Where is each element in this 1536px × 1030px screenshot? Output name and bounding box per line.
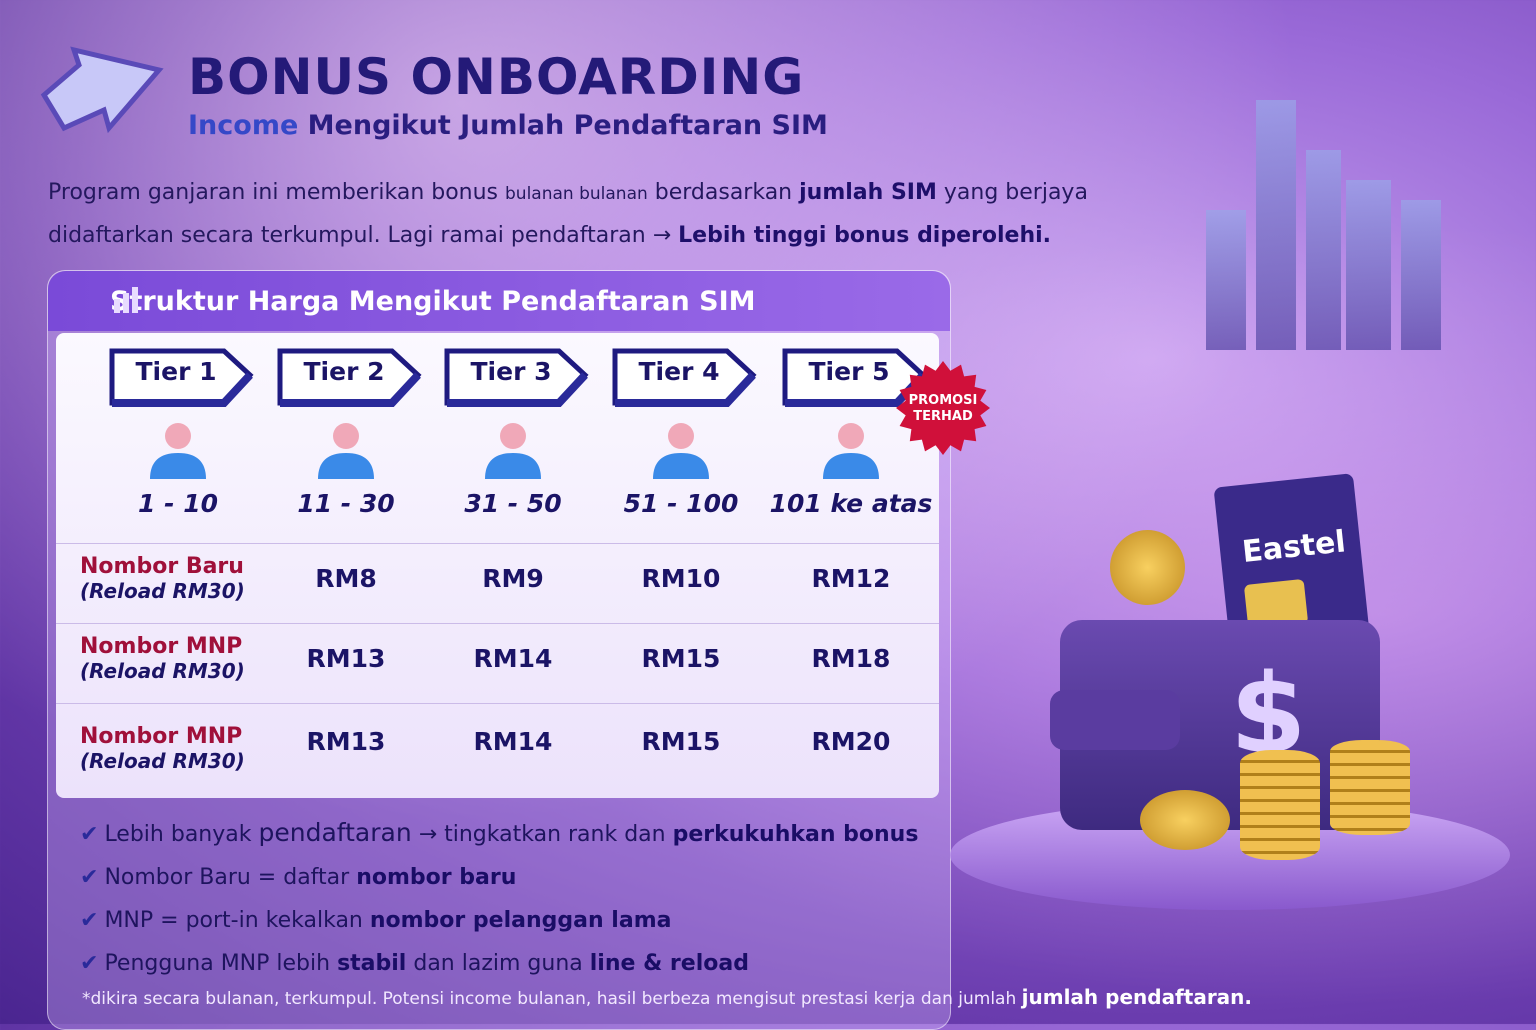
tier-range: 11 - 30	[297, 489, 395, 518]
tier-tab: Tier 4	[609, 345, 759, 409]
table-row: Nombor Baru (Reload RM30) RM8 RM9 RM10 RM12	[56, 543, 939, 623]
price-cell: RM9	[482, 564, 544, 593]
check-icon: ✔	[80, 951, 99, 976]
bar-chart-icon	[114, 287, 138, 313]
price-cell: RM10	[641, 564, 721, 593]
pricing-table: Tier 1 1 - 10 Tier 2 11 - 30 Tier 3 31 - 50 Ti…	[56, 333, 939, 798]
footnote: *dikira secara bulanan, terkumpul. Poten…	[82, 985, 1253, 1009]
panel-header: Struktur Harga Mengikut Pendaftaran SIM	[48, 271, 950, 331]
tier-range: 51 - 100	[623, 489, 739, 518]
svg-text:TERHAD: TERHAD	[913, 409, 973, 424]
person-icon	[318, 423, 374, 479]
tier-range: 101 ke atas	[769, 489, 933, 518]
person-icon	[823, 423, 879, 479]
city-skyline-illustration	[1196, 90, 1476, 350]
page-subtitle: Income Mengikut Jumlah Pendaftaran SIM	[188, 110, 828, 141]
check-icon: ✔	[80, 908, 99, 933]
check-icon: ✔	[80, 865, 99, 890]
promo-badge: PROMOSI TERHAD	[896, 361, 990, 455]
pricing-panel: Struktur Harga Mengikut Pendaftaran SIM …	[47, 270, 951, 1030]
tier-range: 1 - 10	[138, 489, 218, 518]
price-cell: RM15	[641, 727, 721, 756]
intro-text: Program ganjaran ini memberikan bonus bu…	[48, 180, 1088, 248]
price-cell: RM14	[473, 727, 553, 756]
check-icon: ✔	[80, 822, 99, 847]
table-row: Nombor MNP (Reload RM30) RM13 RM14 RM15 RM18	[56, 623, 939, 703]
person-icon	[485, 423, 541, 479]
benefit-item: ✔ Nombor Baru = daftar nombor baru	[80, 865, 517, 890]
wallet-coins-illustration: Eastel $	[950, 470, 1510, 940]
person-icon	[150, 423, 206, 479]
price-cell: RM8	[315, 564, 377, 593]
price-cell: RM15	[641, 644, 721, 673]
table-row: Nombor MNP (Reload RM30) RM13 RM14 RM15 RM20	[56, 703, 939, 798]
price-cell: RM20	[811, 727, 891, 756]
person-icon	[653, 423, 709, 479]
tier-range: 31 - 50	[464, 489, 562, 518]
price-cell: RM12	[811, 564, 891, 593]
panel-title: Struktur Harga Mengikut Pendaftaran SIM	[110, 285, 756, 317]
price-cell: RM13	[306, 644, 386, 673]
tier-tab: Tier 5	[779, 345, 929, 409]
price-cell: RM18	[811, 644, 891, 673]
svg-text:PROMOSI: PROMOSI	[909, 393, 978, 408]
page-title: BONUS ONBOARDING	[188, 48, 805, 106]
tier-tab: Tier 3	[441, 345, 591, 409]
price-cell: RM14	[473, 644, 553, 673]
benefit-list: ✔ Lebih banyak pendaftaran → tingkatkan r…	[80, 812, 918, 984]
tier-tab: Tier 1	[106, 345, 256, 409]
arrow-icon	[40, 46, 164, 134]
tier-tab: Tier 2	[274, 345, 424, 409]
benefit-item: ✔ MNP = port-in kekalkan nombor pelanggan…	[80, 908, 672, 933]
benefit-item: ✔ Lebih banyak pendaftaran → tingkatkan r…	[80, 818, 919, 847]
benefit-item: ✔ Pengguna MNP lebih stabil dan lazim gun…	[80, 951, 749, 976]
price-cell: RM13	[306, 727, 386, 756]
